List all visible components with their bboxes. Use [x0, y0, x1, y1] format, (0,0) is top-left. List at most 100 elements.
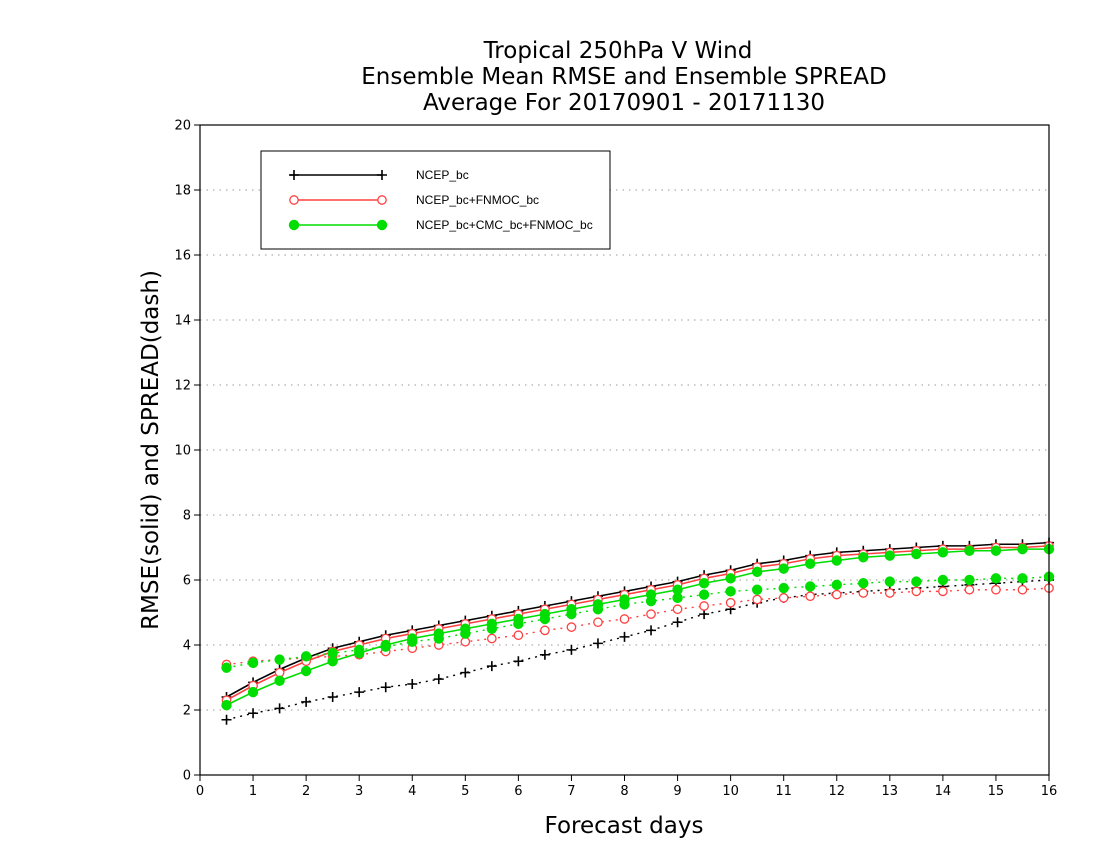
legend-label: NCEP_bc+FNMOC_bc: [416, 193, 539, 207]
spread-point: [407, 679, 418, 689]
rmse-point: [672, 584, 683, 595]
rmse-point: [407, 633, 418, 644]
spread-point: [991, 584, 1001, 595]
chart-title: Tropical 250hPa V Wind Ensemble Mean RMS…: [361, 38, 886, 116]
spread-point: [301, 696, 312, 707]
spread-point: [698, 589, 710, 600]
x-tick-label: 1: [249, 784, 257, 799]
spread-point: [540, 625, 550, 636]
rmse-point: [274, 675, 285, 686]
spread-point: [964, 584, 975, 595]
x-tick-label: 0: [196, 784, 204, 799]
x-tick-label: 5: [461, 784, 469, 799]
spread-point: [778, 593, 789, 603]
rmse-point: [645, 589, 657, 600]
legend-marker: [376, 219, 388, 231]
plot-frame: [199, 124, 1050, 776]
legend-marker: [289, 170, 299, 180]
spread-point: [725, 597, 736, 608]
rmse-point: [858, 552, 869, 563]
legend-marker: [288, 219, 300, 231]
y-tick-label: 2: [183, 704, 191, 719]
spread-point: [831, 579, 842, 591]
spread-point: [884, 576, 896, 587]
spread-point: [858, 588, 869, 598]
rmse-point: [566, 604, 577, 615]
spread-point: [831, 589, 842, 600]
spread-point: [566, 644, 577, 655]
spread-line: [226, 587, 1050, 666]
rmse-point: [990, 545, 1002, 556]
spread-point: [300, 651, 312, 662]
spread-point: [248, 708, 259, 719]
rmse-line: [226, 548, 1049, 706]
spread-point: [486, 661, 497, 672]
legend-marker: [377, 195, 387, 205]
rmse-point: [539, 608, 551, 620]
spread-point: [672, 604, 683, 615]
rmse-point: [221, 699, 232, 711]
spread-point: [778, 582, 789, 594]
spread-point: [433, 674, 444, 685]
spread-point: [725, 586, 736, 597]
spread-point: [380, 682, 391, 693]
legend-label: NCEP_bc: [416, 168, 469, 182]
rmse-line: [226, 545, 1050, 701]
rmse-point: [486, 618, 498, 630]
spread-point: [221, 662, 232, 673]
chart-title-line-2: Ensemble Mean RMSE and Ensemble SPREAD: [361, 64, 886, 90]
rmse-point: [327, 656, 338, 667]
spread-point: [274, 654, 285, 665]
rmse-point: [1017, 543, 1028, 555]
y-tick-label: 0: [183, 769, 191, 784]
spread-point: [327, 692, 338, 702]
y-tick-label: 4: [183, 639, 191, 654]
spread-point: [460, 667, 471, 678]
spread-point: [1017, 584, 1028, 595]
rmse-point: [698, 578, 710, 589]
x-tick-label: 7: [567, 784, 575, 799]
rmse-point: [460, 623, 471, 634]
rmse-point: [751, 566, 763, 578]
rmse-point: [884, 550, 896, 561]
y-tick-label: 18: [174, 184, 191, 199]
spread-point: [593, 617, 603, 628]
rmse-point: [937, 547, 949, 558]
rmse-point: [911, 548, 922, 560]
y-tick-label: 14: [174, 314, 191, 329]
legend-entry: NCEP_bc: [289, 168, 469, 182]
rmse-point: [433, 628, 444, 639]
rmse-point: [513, 613, 524, 625]
rmse-point: [247, 686, 259, 698]
y-tick-label: 10: [174, 444, 191, 459]
x-tick-label: 14: [935, 784, 952, 799]
x-tick-label: 3: [355, 784, 363, 799]
spread-point: [619, 614, 630, 624]
spread-point: [274, 703, 285, 714]
rmse-line: [226, 541, 1050, 698]
rmse-point: [353, 647, 365, 659]
series-ncep-bc: [221, 537, 1054, 725]
x-axis-label: Forecast days: [545, 813, 704, 839]
x-tick-label: 10: [722, 784, 739, 799]
spread-point: [221, 714, 232, 725]
rmse-point: [380, 639, 391, 651]
spread-point: [884, 588, 895, 598]
spread-line: [226, 579, 1050, 721]
x-tick-label: 16: [1041, 784, 1058, 799]
x-tick-label: 8: [620, 784, 628, 799]
spread-point: [646, 625, 657, 636]
x-tick-label: 13: [882, 784, 899, 799]
rmse-point: [592, 599, 604, 610]
y-tick-label: 20: [174, 119, 191, 134]
rmse-point: [831, 555, 842, 566]
spread-point: [805, 581, 816, 592]
spread-point: [247, 657, 259, 669]
spread-point: [699, 601, 709, 611]
spread-point: [566, 622, 577, 632]
spread-point: [539, 649, 550, 660]
chart-title-line-3: Average For 20170901 - 20171130: [423, 90, 825, 116]
spread-point: [964, 574, 975, 586]
